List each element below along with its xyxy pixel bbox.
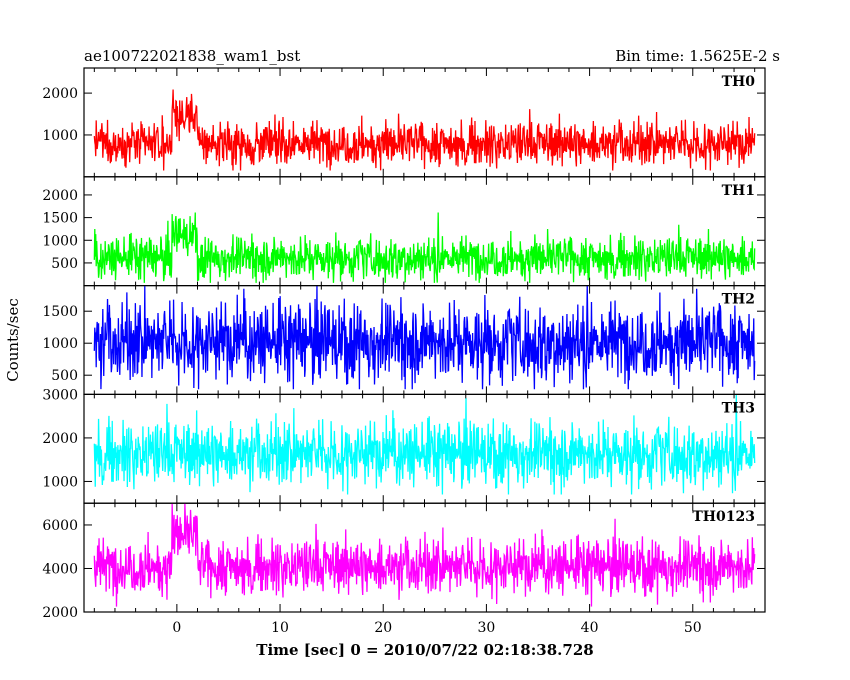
y-tick-label: 1000 [42, 128, 78, 144]
y-tick-label: 500 [51, 256, 78, 272]
panel-name-label: TH1 [722, 183, 755, 199]
panel-th3: 1000 2000 3000 TH3 [42, 387, 766, 504]
y-tick-label: 1000 [42, 233, 78, 249]
panel-name-label: TH0 [722, 74, 756, 90]
bin-time-label: Bin time: 1.5625E-2 s [615, 47, 780, 65]
y-tick-label: 6000 [42, 518, 78, 534]
x-tick-label: 20 [374, 620, 392, 636]
panel-name-label: TH2 [722, 292, 755, 308]
series-line-th0 [93, 89, 756, 171]
y-tick-label: 4000 [42, 561, 78, 577]
series-line-th2 [93, 285, 756, 390]
x-tick-label: 0 [172, 620, 181, 636]
panel-th0123: 2000 4000 6000 TH0123 [42, 502, 766, 621]
series-line-th3 [93, 394, 756, 495]
x-tick-label: 30 [477, 620, 495, 636]
y-tick-label: 500 [51, 368, 78, 384]
chart-title: ae100722021838_wam1_bst [84, 47, 300, 65]
x-tick-label: 50 [684, 620, 702, 636]
y-tick-label: 3000 [42, 387, 78, 403]
panel-th2: 500 1000 1500 TH2 [42, 285, 766, 396]
panel-name-label: TH3 [722, 400, 755, 416]
y-tick-label: 1500 [42, 211, 78, 227]
x-tick-label: 40 [581, 620, 599, 636]
series-line-th1 [93, 212, 756, 283]
y-tick-label: 2000 [42, 86, 78, 102]
panel-th0: 1000 2000 TH0 [42, 67, 766, 178]
x-tick-label: 10 [271, 620, 289, 636]
panel-th1: 500 1000 1500 2000 TH1 [42, 176, 766, 287]
y-tick-label: 2000 [42, 431, 78, 447]
y-tick-label: 1000 [42, 474, 78, 490]
y-axis-label: Counts/sec [4, 298, 22, 382]
y-tick-label: 1000 [42, 336, 78, 352]
y-tick-label: 2000 [42, 188, 78, 204]
series-line-th0123 [93, 503, 756, 607]
panel-name-label: TH0123 [692, 509, 755, 525]
y-tick-label: 2000 [42, 605, 78, 621]
y-tick-label: 1500 [42, 304, 78, 320]
x-axis-label: Time [sec] 0 = 2010/07/22 02:18:38.728 [256, 641, 593, 659]
